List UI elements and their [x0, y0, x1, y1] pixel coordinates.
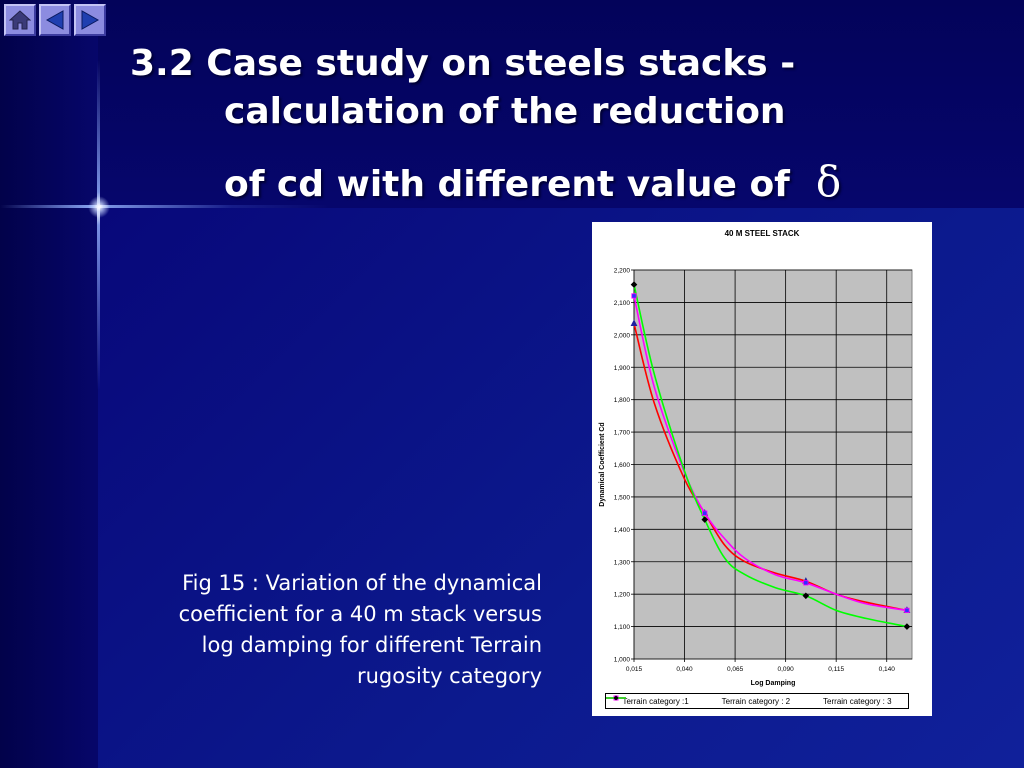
y-tick-label: 1,300: [614, 559, 631, 566]
y-tick-label: 1,600: [614, 462, 631, 469]
home-button[interactable]: [4, 4, 36, 36]
home-icon: [9, 10, 31, 30]
x-tick-label: 0,065: [727, 666, 744, 673]
legend-swatch-3: [606, 695, 626, 701]
y-tick-label: 1,100: [614, 624, 631, 631]
series-2-marker: [631, 293, 637, 299]
legend-item-1: Terrain category :1: [606, 695, 689, 706]
slide-navigation: [4, 4, 106, 36]
next-slide-button[interactable]: [74, 4, 106, 36]
series-2-marker: [803, 580, 809, 586]
chart-title: 40 M STEEL STACK: [724, 229, 800, 238]
previous-slide-button[interactable]: [39, 4, 71, 36]
y-tick-label: 2,000: [614, 332, 631, 339]
title-line-1: 3.2 Case study on steels stacks -: [130, 43, 796, 84]
chart-container: 1,000 1,100 1,200 1,300 1,400 1,500 1,600 1,700…: [592, 222, 932, 716]
series-3-marker: [630, 281, 638, 288]
y-tick-label: 2,200: [614, 268, 631, 275]
x-tick-label: 0,040: [676, 666, 693, 673]
light-flare-core: [88, 196, 110, 218]
y-tick-label: 1,400: [614, 527, 631, 534]
y-tick-label: 1,000: [614, 657, 631, 664]
title-line-3: of cd with different value of δ: [130, 158, 930, 209]
series-line-2: [633, 295, 908, 612]
series-1-marker: [630, 319, 638, 326]
series-2-marker: [904, 607, 910, 613]
legend-item-2: Terrain category : 2: [606, 695, 791, 706]
y-tick-label: 1,900: [614, 365, 631, 372]
x-tick-label: 0,115: [828, 666, 844, 673]
left-background-band: [0, 0, 98, 768]
y-tick-label: 2,100: [614, 300, 631, 307]
series-2-marker: [702, 510, 708, 516]
light-flare-vertical: [97, 60, 100, 390]
y-tick-label: 1,800: [614, 397, 631, 404]
y-tick-label: 1,700: [614, 430, 631, 437]
title-background-band: [98, 0, 1024, 208]
chart-legend: Terrain category :1 Terrain category : 2 T…: [605, 693, 909, 709]
y-axis-title: Dynamical Coefficient Cd: [599, 422, 606, 506]
series-3-marker: [701, 516, 709, 523]
x-tick-label: 0,090: [777, 666, 794, 673]
x-tick-label: 0,015: [626, 666, 643, 673]
x-axis-title: Log Damping: [751, 680, 796, 687]
series-3-marker: [903, 623, 911, 630]
line-chart: 1,000 1,100 1,200 1,300 1,400 1,500 1,600 1,700…: [599, 268, 913, 687]
title-line-2: calculation of the reduction: [224, 91, 786, 132]
series-3-marker: [802, 592, 810, 600]
figure-caption: Fig 15 : Variation of the dynamical coef…: [178, 571, 542, 688]
triangle-left-icon: [45, 10, 64, 30]
legend-label-2: Terrain category : 2: [721, 696, 791, 706]
legend-label-3: Terrain category : 3: [823, 696, 892, 706]
triangle-right-icon: [81, 10, 100, 30]
light-flare-horizontal: [0, 205, 330, 208]
title-line-3-text: of cd with different value of: [224, 164, 790, 205]
legend-label-1: Terrain category :1: [622, 696, 689, 706]
x-tick-label: 0,140: [879, 666, 896, 673]
y-tick-label: 1,500: [614, 494, 631, 501]
delta-symbol: δ: [815, 157, 842, 206]
y-tick-label: 1,200: [614, 592, 631, 599]
series-line-3: [633, 284, 908, 628]
slide-title: 3.2 Case study on steels stacks - calcul…: [130, 40, 930, 209]
legend-item-3: Terrain category : 3: [606, 695, 892, 706]
